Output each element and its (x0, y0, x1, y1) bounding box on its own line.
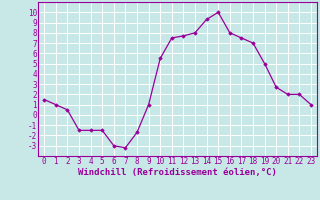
X-axis label: Windchill (Refroidissement éolien,°C): Windchill (Refroidissement éolien,°C) (78, 168, 277, 177)
